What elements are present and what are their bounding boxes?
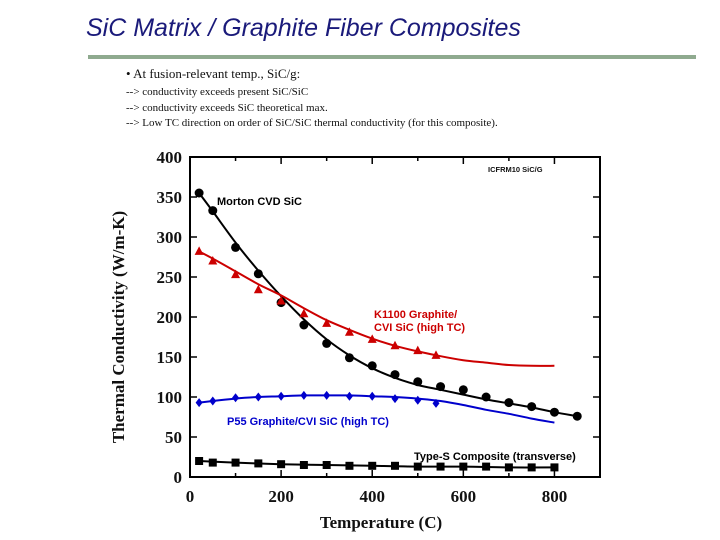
y-tick-label: 250 bbox=[157, 268, 183, 287]
data-point bbox=[345, 391, 353, 401]
data-point bbox=[195, 398, 203, 408]
bullet-line-1: --> conductivity exceeds present SiC/SiC bbox=[126, 86, 309, 98]
data-point bbox=[276, 296, 286, 305]
data-point bbox=[458, 385, 468, 395]
data-point bbox=[253, 284, 263, 294]
x-tick-label: 0 bbox=[186, 487, 195, 506]
data-point bbox=[299, 308, 309, 318]
y-tick-label: 350 bbox=[157, 188, 183, 207]
data-point bbox=[231, 458, 240, 467]
label-type-s: Type-S Composite (transverse) bbox=[414, 451, 576, 463]
data-point bbox=[194, 188, 204, 198]
data-point bbox=[572, 411, 582, 421]
bullet-line-2: --> conductivity exceeds SiC theoretical… bbox=[126, 101, 328, 114]
data-point bbox=[368, 461, 377, 470]
series-3 bbox=[195, 457, 559, 472]
data-point bbox=[414, 395, 422, 405]
data-point bbox=[344, 353, 354, 363]
data-point bbox=[390, 340, 400, 350]
data-point bbox=[195, 457, 204, 465]
slide-title: SiC Matrix / Graphite Fiber Composites bbox=[86, 14, 521, 42]
data-point bbox=[254, 392, 262, 402]
label-k1100-line-1: K1100 Graphite/ bbox=[374, 309, 457, 321]
data-point bbox=[299, 461, 308, 469]
data-point bbox=[300, 390, 308, 400]
data-point bbox=[209, 396, 217, 406]
data-point bbox=[527, 463, 536, 472]
data-point bbox=[367, 361, 377, 371]
label-morton-cvd-sic: Morton CVD SiC bbox=[217, 196, 302, 208]
series-0 bbox=[194, 188, 582, 421]
data-point bbox=[413, 345, 423, 355]
data-point bbox=[299, 320, 309, 330]
data-point bbox=[390, 370, 400, 380]
data-point bbox=[231, 269, 241, 279]
data-point bbox=[322, 318, 332, 327]
bullet-line-3: --> Low TC direction on order of SiC/SiC… bbox=[126, 117, 498, 129]
data-point bbox=[436, 382, 446, 392]
data-point bbox=[253, 269, 263, 279]
data-point bbox=[504, 398, 514, 408]
x-tick-label: 200 bbox=[268, 487, 294, 506]
data-point bbox=[208, 458, 217, 467]
data-point bbox=[432, 398, 440, 408]
data-point bbox=[194, 246, 204, 255]
y-tick-label: 300 bbox=[157, 228, 183, 247]
x-tick-label: 800 bbox=[542, 487, 568, 506]
y-tick-label: 0 bbox=[174, 468, 183, 487]
data-point bbox=[368, 391, 376, 401]
series-labels: Morton CVD SiC K1100 Graphite/ CVI SiC (… bbox=[217, 196, 576, 463]
data-point bbox=[391, 461, 399, 470]
y-tick-label: 150 bbox=[157, 348, 183, 367]
data-point bbox=[413, 377, 423, 387]
data-point bbox=[436, 462, 445, 471]
data-point bbox=[208, 206, 218, 216]
data-point bbox=[391, 394, 399, 404]
data-point bbox=[431, 350, 441, 359]
data-point bbox=[549, 407, 559, 417]
data-point bbox=[550, 463, 559, 472]
chart-annotation: ICFRM10 SiC/G bbox=[488, 165, 543, 174]
data-point bbox=[323, 390, 331, 400]
data-point bbox=[254, 459, 263, 468]
y-axis-label: Thermal Conductivity (W/m-K) bbox=[109, 211, 128, 443]
y-tick-label: 50 bbox=[165, 428, 182, 447]
series-2 bbox=[195, 390, 555, 424]
data-point bbox=[322, 338, 332, 348]
data-point bbox=[481, 392, 491, 402]
x-tick-label: 400 bbox=[359, 487, 385, 506]
label-p55: P55 Graphite/CVI SiC (high TC) bbox=[227, 416, 389, 428]
data-point bbox=[231, 242, 241, 252]
data-point bbox=[459, 462, 468, 471]
data-point bbox=[322, 461, 331, 469]
data-point bbox=[367, 334, 377, 343]
series-line bbox=[198, 192, 578, 418]
data-point bbox=[277, 391, 285, 401]
x-tick-label: 600 bbox=[451, 487, 477, 506]
data-point bbox=[232, 393, 240, 403]
data-point bbox=[208, 256, 218, 265]
data-point bbox=[277, 460, 286, 469]
data-point bbox=[345, 461, 354, 470]
data-point bbox=[527, 402, 537, 412]
series-1 bbox=[194, 246, 555, 367]
y-tick-label: 100 bbox=[157, 388, 183, 407]
x-axis-label: Temperature (C) bbox=[320, 513, 442, 532]
y-tick-label: 200 bbox=[157, 308, 183, 327]
bullet-heading: • At fusion-relevant temp., SiC/g: bbox=[126, 66, 301, 81]
data-point bbox=[504, 463, 513, 472]
data-point bbox=[482, 462, 491, 471]
bullet-list: • At fusion-relevant temp., SiC/g: --> c… bbox=[126, 66, 498, 132]
data-point bbox=[344, 327, 354, 336]
y-tick-label: 400 bbox=[157, 148, 183, 167]
label-k1100-line-2: CVI SiC (high TC) bbox=[374, 322, 465, 334]
title-underline bbox=[88, 55, 696, 59]
data-point bbox=[413, 462, 422, 471]
